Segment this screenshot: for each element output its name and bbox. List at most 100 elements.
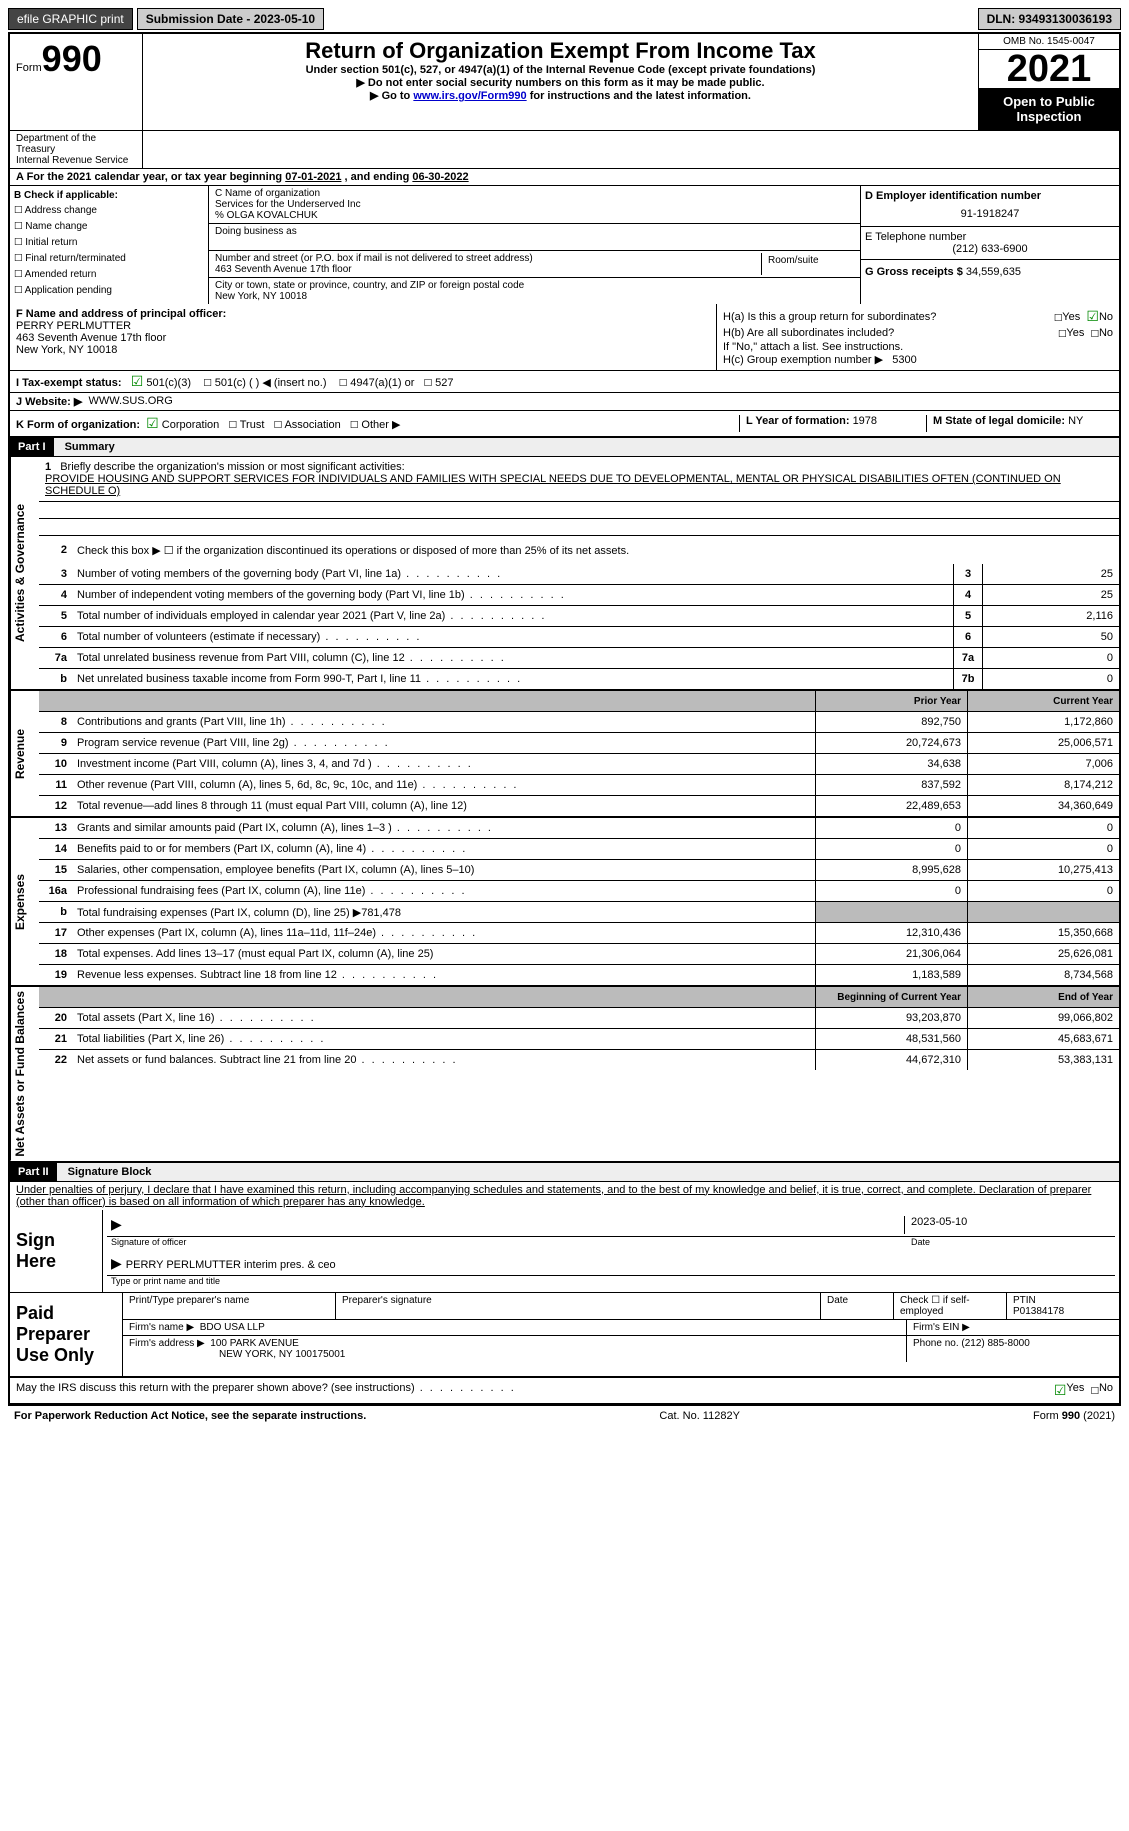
line17-curr: 15,350,668 xyxy=(968,923,1119,943)
side-revenue: Revenue xyxy=(10,691,39,816)
line9-prior: 20,724,673 xyxy=(815,733,968,753)
line10-desc: Investment income (Part VIII, column (A)… xyxy=(73,756,815,772)
efile-button[interactable]: efile GRAPHIC print xyxy=(8,8,133,30)
dept-treasury: Department of the Treasury Internal Reve… xyxy=(10,131,143,168)
side-netassets: Net Assets or Fund Balances xyxy=(10,987,39,1161)
line9-curr: 25,006,571 xyxy=(968,733,1119,753)
line18-curr: 25,626,081 xyxy=(968,944,1119,964)
part1-header: Part I xyxy=(10,438,54,456)
line9-desc: Program service revenue (Part VIII, line… xyxy=(73,735,815,751)
year-formation-label: L Year of formation: xyxy=(746,415,853,427)
end-year-header: End of Year xyxy=(968,987,1119,1007)
officer-label: F Name and address of principal officer: xyxy=(16,308,710,320)
phone-value: (212) 633-6900 xyxy=(865,243,1115,255)
form-title: Return of Organization Exempt From Incom… xyxy=(149,38,972,64)
tax-year: 2021 xyxy=(979,50,1119,88)
gross-label: G Gross receipts $ xyxy=(865,266,966,278)
line3-desc: Number of voting members of the governin… xyxy=(73,566,953,582)
phone-label: E Telephone number xyxy=(865,231,1115,243)
city-label: City or town, state or province, country… xyxy=(215,280,854,291)
officer-name-title: PERRY PERLMUTTER interim pres. & ceo xyxy=(111,1255,336,1273)
line22-prior: 44,672,310 xyxy=(815,1050,968,1070)
line15-desc: Salaries, other compensation, employee b… xyxy=(73,862,815,878)
line15-curr: 10,275,413 xyxy=(968,860,1119,880)
form-number-cell: Form990 xyxy=(10,34,143,130)
org-name-label: C Name of organization xyxy=(215,188,854,199)
form-footer: Form 990 (2021) xyxy=(1033,1410,1115,1422)
hb-yes-checkbox[interactable]: ☐ xyxy=(1058,325,1066,341)
discuss-no-checkbox[interactable]: ☐ xyxy=(1091,1382,1099,1399)
form-word: Form xyxy=(16,62,42,74)
501c-checkbox[interactable]: ☐ xyxy=(203,374,211,390)
website-value: WWW.SUS.ORG xyxy=(88,395,172,408)
line5-desc: Total number of individuals employed in … xyxy=(73,608,953,624)
line21-prior: 48,531,560 xyxy=(815,1029,968,1049)
discuss-yes-checkbox[interactable]: ☑ xyxy=(1054,1382,1067,1399)
mission-text: PROVIDE HOUSING AND SUPPORT SERVICES FOR… xyxy=(45,473,1113,497)
line20-curr: 99,066,802 xyxy=(968,1008,1119,1028)
line11-prior: 837,592 xyxy=(815,775,968,795)
line5-val: 2,116 xyxy=(983,606,1119,626)
tax-exempt-label: I Tax-exempt status: xyxy=(16,377,122,389)
firm-addr: 100 PARK AVENUE xyxy=(210,1338,299,1349)
line4-val: 25 xyxy=(983,585,1119,605)
line14-prior: 0 xyxy=(815,839,968,859)
sig-officer-label: Signature of officer xyxy=(111,1237,911,1247)
submission-date: Submission Date - 2023-05-10 xyxy=(137,8,324,30)
sign-here-label: Sign Here xyxy=(10,1210,103,1292)
year-formation: 1978 xyxy=(853,415,877,427)
self-employed-check[interactable]: Check ☐ if self-employed xyxy=(894,1293,1007,1319)
line22-curr: 53,383,131 xyxy=(968,1050,1119,1070)
ein-label: D Employer identification number xyxy=(865,190,1115,202)
line19-curr: 8,734,568 xyxy=(968,965,1119,985)
cat-no: Cat. No. 11282Y xyxy=(659,1410,740,1422)
line16b-desc: Total fundraising expenses (Part IX, col… xyxy=(73,904,815,921)
part1-title: Summary xyxy=(57,441,115,453)
line21-curr: 45,683,671 xyxy=(968,1029,1119,1049)
care-of: % OLGA KOVALCHUK xyxy=(215,210,854,221)
line14-desc: Benefits paid to or for members (Part IX… xyxy=(73,841,815,857)
addr-value: 463 Seventh Avenue 17th floor xyxy=(215,264,761,275)
line21-desc: Total liabilities (Part X, line 26) xyxy=(73,1031,815,1047)
type-print-label: Type or print name and title xyxy=(107,1276,1115,1286)
firm-ein-label: Firm's EIN ▶ xyxy=(907,1320,1119,1335)
line16a-desc: Professional fundraising fees (Part IX, … xyxy=(73,883,815,899)
hc-value: 5300 xyxy=(892,354,916,366)
irs-link[interactable]: www.irs.gov/Form990 xyxy=(413,90,526,102)
501c3-checkbox[interactable]: ☑ xyxy=(131,373,144,389)
line13-desc: Grants and similar amounts paid (Part IX… xyxy=(73,820,815,836)
dba-label: Doing business as xyxy=(215,226,854,237)
part2-title: Signature Block xyxy=(60,1166,152,1178)
line15-prior: 8,995,628 xyxy=(815,860,968,880)
assoc-checkbox[interactable]: ☐ xyxy=(274,416,282,432)
mission-label: Briefly describe the organization's miss… xyxy=(60,461,404,473)
calendar-year-row: A For the 2021 calendar year, or tax yea… xyxy=(8,168,1121,186)
side-expenses: Expenses xyxy=(10,818,39,985)
line10-curr: 7,006 xyxy=(968,754,1119,774)
trust-checkbox[interactable]: ☐ xyxy=(228,416,236,432)
line6-val: 50 xyxy=(983,627,1119,647)
ein-value: 91-1918247 xyxy=(865,202,1115,226)
4947-checkbox[interactable]: ☐ xyxy=(339,374,347,390)
other-checkbox[interactable]: ☐ xyxy=(350,416,358,432)
line17-desc: Other expenses (Part IX, column (A), lin… xyxy=(73,925,815,941)
line11-curr: 8,174,212 xyxy=(968,775,1119,795)
line12-curr: 34,360,649 xyxy=(968,796,1119,816)
corp-checkbox[interactable]: ☑ xyxy=(146,415,159,431)
officer-name: PERRY PERLMUTTER xyxy=(16,320,710,332)
room-suite-label: Room/suite xyxy=(762,253,854,275)
line8-curr: 1,172,860 xyxy=(968,712,1119,732)
check-if-applicable: B Check if applicable: ☐ Address change … xyxy=(10,186,209,304)
note-ssn: ▶ Do not enter social security numbers o… xyxy=(149,76,972,89)
current-year-header: Current Year xyxy=(968,691,1119,711)
org-name: Services for the Underserved Inc xyxy=(215,199,854,210)
ha-yes-checkbox[interactable]: ☐ xyxy=(1054,309,1062,325)
ha-no-checkbox[interactable]: ☑ xyxy=(1086,308,1099,325)
dln-label: DLN: 93493130036193 xyxy=(978,8,1121,30)
side-governance: Activities & Governance xyxy=(10,457,39,689)
line6-desc: Total number of volunteers (estimate if … xyxy=(73,629,953,645)
527-checkbox[interactable]: ☐ xyxy=(424,374,432,390)
hb-no-checkbox[interactable]: ☐ xyxy=(1091,325,1099,341)
line22-desc: Net assets or fund balances. Subtract li… xyxy=(73,1052,815,1068)
line13-prior: 0 xyxy=(815,818,968,838)
